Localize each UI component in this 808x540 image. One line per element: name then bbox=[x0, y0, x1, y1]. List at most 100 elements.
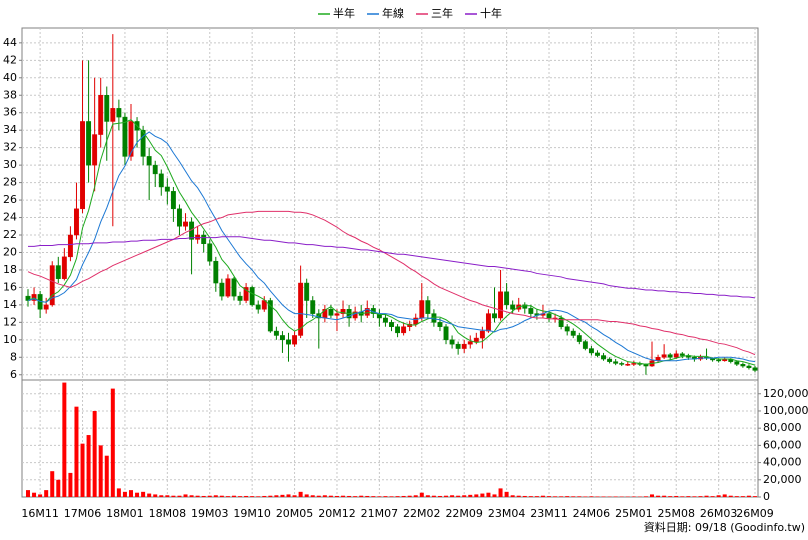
volume-bar bbox=[213, 495, 218, 497]
volume-bar bbox=[547, 496, 552, 497]
candle-body bbox=[170, 191, 176, 210]
candle-body bbox=[582, 341, 588, 349]
volume-bar bbox=[347, 495, 352, 497]
candle-body bbox=[479, 330, 485, 339]
candle-body bbox=[328, 309, 334, 316]
volume-bar bbox=[44, 490, 49, 497]
y2-tick-label: 100,000 bbox=[763, 404, 808, 417]
volume-bar bbox=[359, 495, 364, 497]
volume-bar bbox=[98, 445, 103, 497]
y-tick-label: 28 bbox=[3, 176, 17, 189]
x-tick-label: 25M08 bbox=[657, 507, 695, 520]
candle-body bbox=[461, 343, 467, 349]
volume-bar bbox=[153, 494, 158, 497]
x-tick-label: 21M07 bbox=[361, 507, 399, 520]
volume-bar bbox=[183, 494, 188, 497]
volume-bar bbox=[268, 495, 273, 497]
volume-bar bbox=[710, 496, 715, 497]
volume-bar bbox=[128, 490, 133, 497]
volume-bar bbox=[328, 495, 333, 497]
volume-bar bbox=[389, 496, 394, 497]
volume-bar bbox=[207, 495, 212, 497]
candle-body bbox=[619, 363, 625, 365]
volume-bar bbox=[444, 495, 449, 497]
candle-body bbox=[164, 186, 170, 192]
candle-body bbox=[752, 367, 758, 371]
volume-bar bbox=[68, 472, 73, 497]
volume-bar bbox=[522, 495, 527, 497]
volume-bar bbox=[86, 435, 91, 497]
legend-label: 十年 bbox=[480, 6, 502, 20]
volume-bar bbox=[595, 496, 600, 497]
volume-bar bbox=[195, 495, 200, 497]
candle-body bbox=[225, 278, 231, 297]
candle-body bbox=[473, 337, 479, 342]
y-tick-label: 44 bbox=[3, 36, 17, 49]
candle-body bbox=[86, 121, 92, 166]
volume-bar bbox=[656, 495, 661, 497]
candle-body bbox=[237, 295, 243, 301]
volume-bar bbox=[601, 496, 606, 497]
volume-bar bbox=[141, 491, 146, 497]
volume-bar bbox=[159, 495, 164, 497]
volume-bar bbox=[631, 496, 636, 497]
volume-bar bbox=[728, 495, 733, 497]
candle-body bbox=[667, 354, 673, 358]
candle-body bbox=[340, 309, 346, 314]
candle-body bbox=[92, 134, 98, 166]
volume-bar bbox=[746, 495, 751, 497]
candle-body bbox=[128, 121, 134, 157]
volume-bar bbox=[32, 492, 37, 497]
candle-body bbox=[564, 326, 570, 332]
y-tick-label: 20 bbox=[3, 245, 17, 258]
volume-bar bbox=[334, 495, 339, 497]
volume-bar bbox=[371, 496, 376, 497]
x-tick-label: 25M01 bbox=[615, 507, 653, 520]
volume-bar bbox=[165, 495, 170, 497]
candle-body bbox=[67, 234, 73, 258]
candle-body bbox=[437, 322, 443, 327]
x-tick-label: 17M06 bbox=[64, 507, 102, 520]
candle-body bbox=[673, 353, 679, 358]
volume-bar bbox=[256, 496, 261, 497]
candle-body bbox=[443, 326, 449, 341]
y-tick-label: 24 bbox=[3, 211, 17, 224]
candle-body bbox=[716, 359, 722, 362]
candle-body bbox=[679, 353, 685, 356]
candle-body bbox=[492, 313, 497, 319]
volume-bar bbox=[201, 495, 206, 497]
volume-bar bbox=[650, 494, 655, 497]
volume-bar bbox=[698, 496, 703, 497]
x-tick-label: 23M04 bbox=[488, 507, 526, 520]
volume-bar bbox=[462, 495, 467, 497]
volume-bar bbox=[80, 443, 85, 497]
volume-bar bbox=[74, 406, 79, 497]
volume-bar bbox=[740, 496, 745, 497]
x-tick-label: 20M05 bbox=[276, 507, 314, 520]
volume-bar bbox=[286, 494, 291, 497]
volume-bar bbox=[540, 495, 545, 497]
volume-bar bbox=[468, 494, 473, 497]
candle-body bbox=[304, 282, 310, 301]
volume-bar bbox=[135, 492, 140, 497]
candle-body bbox=[286, 339, 291, 345]
candle-body bbox=[389, 322, 394, 327]
y-tick-label: 42 bbox=[3, 53, 17, 66]
candle-body bbox=[116, 108, 122, 118]
volume-bar bbox=[383, 496, 388, 497]
y2-tick-label: 40,000 bbox=[763, 456, 802, 469]
volume-bar bbox=[577, 496, 582, 497]
candle-body bbox=[395, 326, 401, 334]
candle-body bbox=[455, 343, 461, 349]
candle-body bbox=[613, 361, 619, 364]
candle-body bbox=[419, 300, 425, 319]
volume-bar bbox=[480, 493, 485, 497]
candle-body bbox=[661, 354, 667, 358]
x-tick-label: 20M12 bbox=[318, 507, 356, 520]
candle-body bbox=[213, 260, 219, 284]
volume-bar bbox=[413, 495, 418, 497]
volume-bar bbox=[365, 495, 370, 497]
volume-bar bbox=[534, 496, 539, 497]
candle-body bbox=[273, 330, 279, 336]
